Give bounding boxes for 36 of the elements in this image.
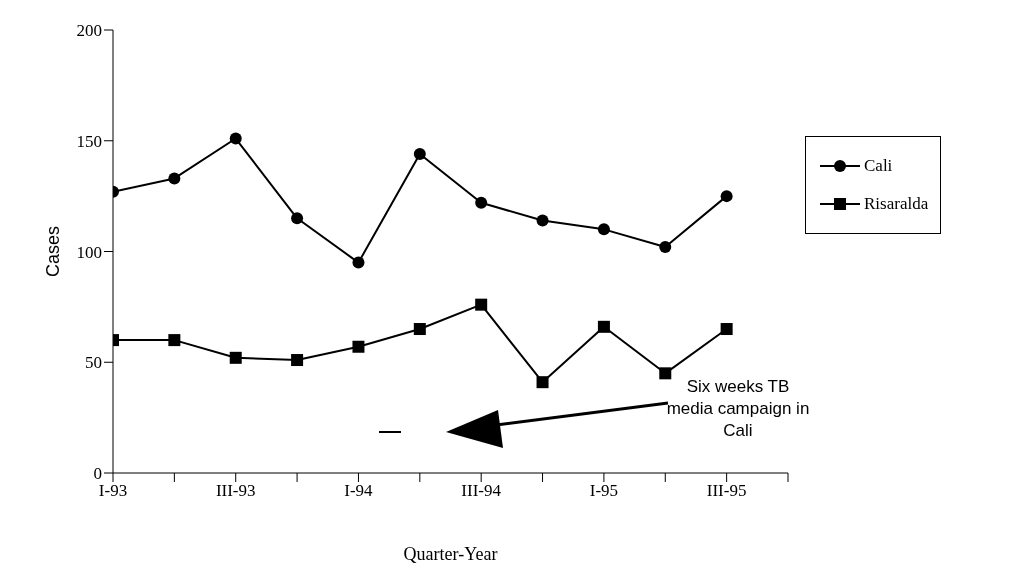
point [720, 323, 733, 336]
point [536, 214, 549, 227]
point [597, 320, 610, 333]
y-tick-label: 0 [93, 464, 102, 484]
legend-label: Risaralda [864, 194, 929, 214]
y-tick-label: 150 [76, 131, 102, 151]
point [291, 354, 304, 367]
x-tick-label: I-95 [589, 481, 619, 501]
point [475, 298, 488, 311]
y-tick-label: 50 [85, 353, 102, 373]
x-axis-title: Quarter-Year [403, 544, 498, 564]
point [229, 351, 242, 364]
point [659, 241, 672, 254]
point [168, 334, 181, 347]
point [659, 367, 672, 380]
legend-label: Cali [864, 156, 893, 176]
annotation: Six weeks TB media campaign in Cali [665, 376, 811, 442]
point [536, 376, 549, 389]
x-tick-label: III-94 [461, 481, 502, 501]
point [352, 256, 365, 269]
point [413, 323, 426, 336]
x-tick-label: III-95 [706, 481, 747, 501]
x-tick-label: I-94 [344, 481, 374, 501]
point [291, 212, 304, 225]
x-tick-label: III-93 [215, 481, 256, 501]
x-tick-label: I-93 [98, 481, 128, 501]
point [720, 190, 733, 203]
y-tick-label: 200 [76, 21, 102, 41]
y-axis-title: Cases [43, 225, 64, 278]
point [352, 340, 365, 353]
point [475, 196, 488, 209]
point [229, 132, 242, 145]
point [597, 223, 610, 236]
point [168, 172, 181, 185]
y-tick-label: 100 [76, 242, 102, 262]
point [413, 148, 426, 161]
